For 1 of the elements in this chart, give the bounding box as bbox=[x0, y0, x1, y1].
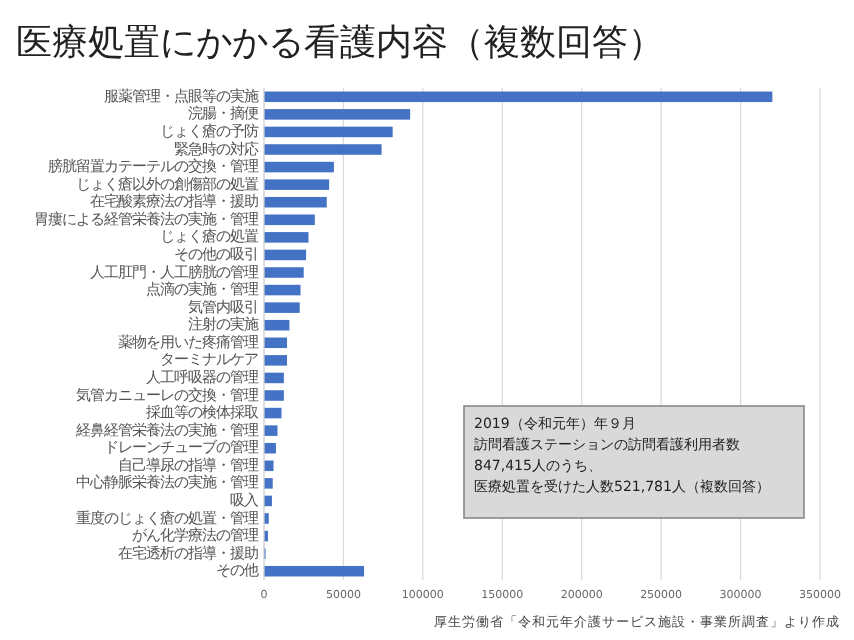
title: 医療処置にかかる看護内容（複数回答） bbox=[16, 22, 664, 64]
